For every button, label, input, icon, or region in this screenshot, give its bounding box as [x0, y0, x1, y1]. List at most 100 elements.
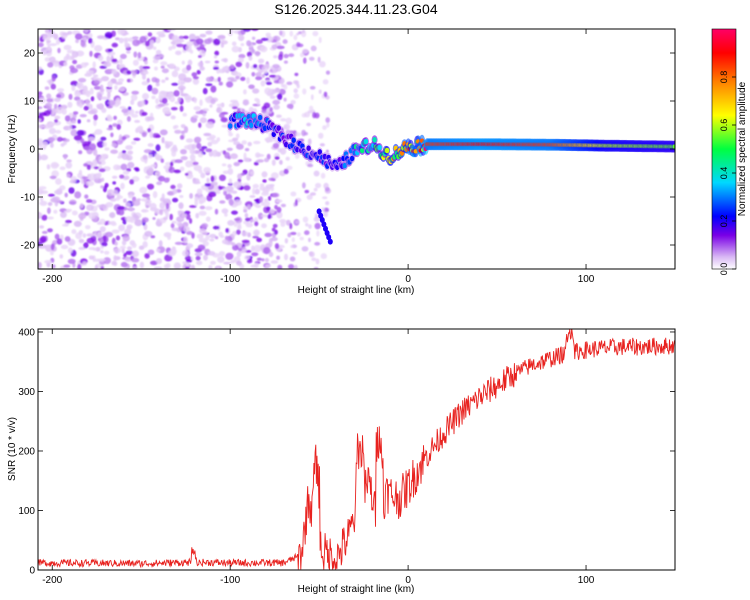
noise-speckle [152, 217, 156, 220]
noise-speckle [88, 255, 95, 260]
noise-speckle [49, 122, 58, 126]
noise-speckle [262, 200, 270, 207]
noise-speckle [301, 129, 306, 137]
noise-speckle [83, 146, 91, 151]
noise-speckle [217, 35, 226, 39]
noise-speckle [139, 261, 145, 269]
ridge-core [350, 155, 355, 162]
noise-speckle [171, 150, 177, 157]
noise-speckle [99, 218, 106, 225]
noise-speckle [310, 94, 314, 101]
noise-speckle [241, 140, 247, 145]
noise-speckle [306, 194, 313, 200]
noise-speckle [47, 202, 53, 206]
noise-speckle [275, 199, 283, 203]
noise-speckle [82, 141, 90, 148]
noise-speckle [131, 242, 137, 248]
noise-speckle [261, 74, 265, 78]
noise-speckle [87, 136, 96, 142]
noise-speckle [198, 169, 203, 174]
noise-speckle [320, 172, 326, 179]
noise-speckle [271, 227, 276, 232]
noise-speckle [159, 129, 168, 136]
noise-speckle [38, 106, 43, 110]
noise-speckle [105, 99, 110, 107]
noise-speckle [154, 153, 160, 160]
noise-speckle [184, 145, 192, 150]
noise-speckle [119, 174, 125, 179]
noise-speckle [232, 230, 237, 237]
noise-speckle [226, 147, 233, 151]
noise-speckle [272, 142, 279, 149]
noise-speckle [63, 264, 71, 268]
noise-speckle [283, 84, 288, 90]
noise-speckle [283, 53, 289, 59]
noise-speckle [317, 56, 321, 63]
noise-speckle [84, 194, 89, 199]
noise-speckle [313, 187, 318, 192]
noise-speckle [272, 64, 280, 69]
noise-speckle [80, 138, 85, 144]
noise-speckle [163, 264, 169, 269]
noise-speckle [221, 124, 229, 128]
noise-speckle [195, 255, 201, 261]
noise-speckle [211, 181, 218, 186]
noise-speckle [157, 104, 165, 107]
noise-speckle [38, 140, 44, 147]
noise-speckle [280, 118, 287, 122]
noise-speckle [265, 32, 271, 37]
noise-speckle [115, 235, 121, 241]
noise-speckle [150, 164, 157, 168]
noise-speckle [171, 220, 177, 224]
y-tick-label: 300 [18, 387, 35, 398]
noise-speckle [229, 29, 234, 34]
noise-speckle [244, 255, 251, 260]
noise-speckle [118, 134, 123, 142]
noise-speckle [146, 116, 155, 122]
noise-speckle [137, 52, 142, 59]
noise-speckle [171, 227, 179, 232]
noise-speckle [83, 105, 90, 111]
noise-speckle [87, 103, 93, 110]
noise-speckle [149, 131, 154, 139]
noise-speckle [163, 165, 170, 170]
noise-speckle [274, 204, 278, 210]
noise-speckle [117, 119, 123, 126]
noise-speckle [251, 245, 255, 252]
noise-speckle [213, 55, 218, 59]
noise-speckle [290, 100, 296, 105]
noise-speckle [219, 200, 226, 204]
noise-speckle [264, 87, 272, 95]
noise-speckle [61, 223, 69, 227]
noise-speckle [70, 129, 78, 137]
noise-speckle [161, 193, 165, 201]
noise-speckle [38, 112, 48, 116]
noise-speckle [161, 79, 166, 83]
noise-speckle [144, 60, 148, 65]
noise-speckle [204, 38, 212, 45]
noise-speckle [199, 205, 206, 210]
noise-speckle [86, 164, 91, 170]
noise-speckle [50, 161, 59, 169]
noise-speckle [184, 94, 192, 101]
noise-speckle [54, 233, 60, 240]
noise-speckle [185, 266, 190, 269]
noise-speckle [126, 78, 131, 83]
noise-speckle [231, 106, 238, 110]
noise-speckle [264, 257, 269, 263]
noise-speckle [223, 58, 228, 63]
noise-speckle [45, 102, 53, 109]
noise-speckle [111, 142, 117, 148]
noise-speckle [79, 202, 84, 209]
noise-speckle [253, 140, 261, 145]
noise-speckle [57, 47, 61, 54]
noise-speckle [198, 122, 202, 128]
noise-speckle [44, 57, 51, 62]
noise-speckle [209, 233, 217, 239]
noise-speckle [210, 98, 216, 105]
noise-speckle [131, 113, 139, 118]
noise-speckle [268, 240, 273, 247]
noise-speckle [114, 81, 123, 86]
noise-speckle [290, 245, 294, 249]
noise-speckle [163, 177, 170, 183]
